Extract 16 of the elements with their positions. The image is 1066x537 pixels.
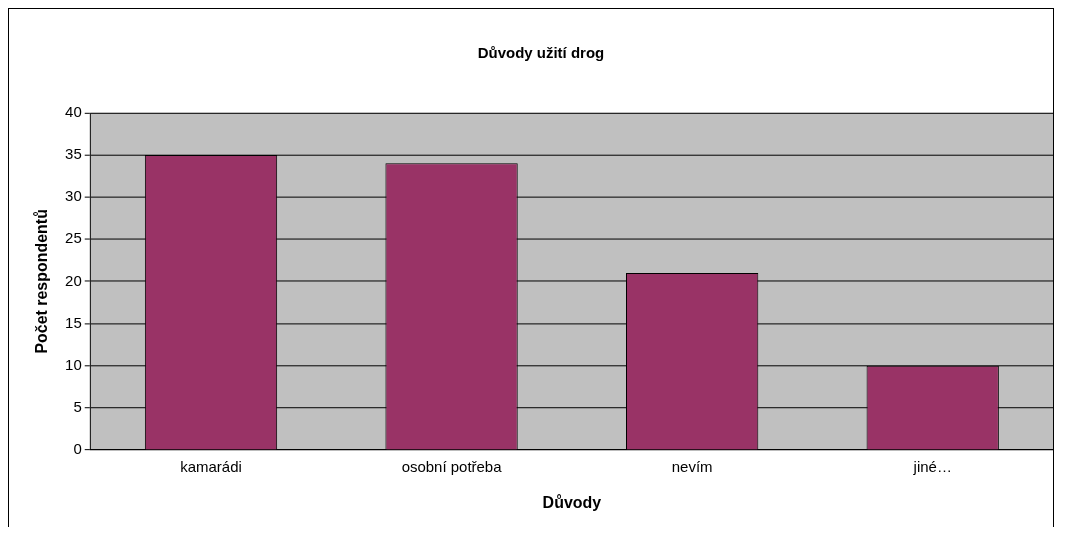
x-tick-label: osobní potřeba xyxy=(401,458,503,476)
y-tick-label: 35 xyxy=(65,145,82,163)
y-tick-label: 10 xyxy=(65,355,82,373)
x-tick-label: nevím xyxy=(671,458,713,476)
y-axis-title: Počet respondentů xyxy=(32,209,50,354)
x-tick-label: jiné… xyxy=(912,458,952,476)
y-tick-label: 5 xyxy=(73,397,82,415)
x-tick-label: kamarádi xyxy=(180,458,242,476)
x-axis-title: Důvody xyxy=(542,493,602,511)
y-tick-label: 25 xyxy=(65,229,82,247)
y-tick-label: 0 xyxy=(73,440,82,458)
chart-title: Důvody užití drog xyxy=(477,44,605,62)
y-tick-label: 15 xyxy=(65,313,82,331)
y-tick-label: 20 xyxy=(65,271,82,289)
y-tick-label: 30 xyxy=(65,187,82,205)
y-tick-label: 40 xyxy=(65,102,82,120)
